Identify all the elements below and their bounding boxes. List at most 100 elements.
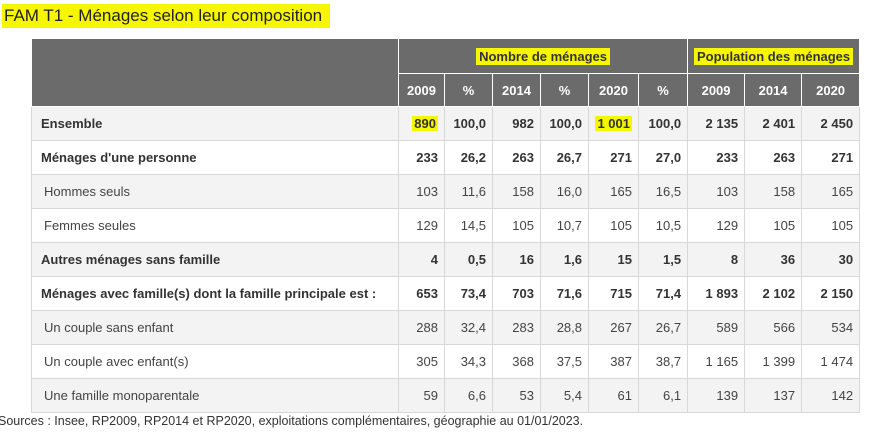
- cell: 1 893: [687, 276, 746, 311]
- row-label: Un couple avec enfant(s): [31, 344, 399, 379]
- table-row: Hommes seuls 103 11,6 158 16,0 165 16,5 …: [31, 174, 861, 209]
- col-header: %: [444, 73, 493, 107]
- cell: 715: [588, 276, 639, 311]
- header-group-population: Population des ménages: [687, 38, 861, 74]
- cell: 129: [398, 208, 445, 243]
- cell: 36: [744, 242, 803, 277]
- cell: 103: [687, 174, 746, 209]
- row-label: Autres ménages sans famille: [31, 242, 399, 277]
- cell: 1 399: [744, 344, 803, 379]
- cell: 137: [744, 378, 803, 413]
- cell: 100,0: [540, 106, 589, 141]
- col-header: %: [540, 73, 589, 107]
- cell: 233: [687, 140, 746, 175]
- cell: 2 135: [687, 106, 746, 141]
- cell: 10,7: [540, 208, 589, 243]
- cell: 158: [492, 174, 541, 209]
- cell: 129: [687, 208, 746, 243]
- cell: 10,5: [637, 208, 689, 243]
- cell: 103: [398, 174, 445, 209]
- cell: 1,5: [637, 242, 689, 277]
- cell: 11,6: [444, 174, 493, 209]
- cell: 26,7: [540, 140, 589, 175]
- col-header: 2009: [687, 73, 746, 107]
- cell: 2 401: [744, 106, 803, 141]
- cell: 387: [588, 344, 639, 379]
- row-label: Ménages avec famille(s) dont la famille …: [31, 276, 399, 311]
- cell: 5,4: [540, 378, 589, 413]
- cell: 100,0: [637, 106, 689, 141]
- cell: 73,4: [444, 276, 493, 311]
- cell: 142: [801, 378, 861, 413]
- cell: 28,8: [540, 310, 589, 345]
- row-label: Une famille monoparentale: [31, 378, 399, 413]
- cell: 30: [801, 242, 861, 277]
- cell: 263: [744, 140, 803, 175]
- col-header: %: [637, 73, 689, 107]
- cell: 71,6: [540, 276, 589, 311]
- table-row: Ensemble 890 100,0 982 100,0 1 001 100,0…: [31, 106, 861, 141]
- col-header: 2020: [801, 73, 861, 107]
- col-header: 2009: [398, 73, 445, 107]
- cell: 16: [492, 242, 541, 277]
- cell: 34,3: [444, 344, 493, 379]
- cell: 59: [398, 378, 445, 413]
- cell: 53: [492, 378, 541, 413]
- table-row: Une famille monoparentale 59 6,6 53 5,4 …: [31, 378, 861, 413]
- cell: 165: [801, 174, 861, 209]
- cell: 38,7: [637, 344, 689, 379]
- row-label: Ménages d'une personne: [31, 140, 399, 175]
- cell: 267: [588, 310, 639, 345]
- table-row: Autres ménages sans famille 4 0,5 16 1,6…: [31, 242, 861, 277]
- cell: 105: [744, 208, 803, 243]
- cell: 26,2: [444, 140, 493, 175]
- cell: 368: [492, 344, 541, 379]
- cell: 15: [588, 242, 639, 277]
- cell: 16,5: [637, 174, 689, 209]
- col-header: 2020: [588, 73, 639, 107]
- cell: 703: [492, 276, 541, 311]
- cell: 105: [588, 208, 639, 243]
- cell: 1,6: [540, 242, 589, 277]
- col-header: 2014: [492, 73, 541, 107]
- cell: 566: [744, 310, 803, 345]
- cell: 6,6: [444, 378, 493, 413]
- cell: 589: [687, 310, 746, 345]
- cell: 8: [687, 242, 746, 277]
- cell: 2 102: [744, 276, 803, 311]
- cell: 139: [687, 378, 746, 413]
- cell: 1 001: [588, 106, 639, 141]
- source-note: Sources : Insee, RP2009, RP2014 et RP202…: [0, 414, 584, 428]
- cell: 32,4: [444, 310, 493, 345]
- cell: 27,0: [637, 140, 689, 175]
- col-header: 2014: [744, 73, 803, 107]
- cell: 158: [744, 174, 803, 209]
- cell: 14,5: [444, 208, 493, 243]
- cell: 534: [801, 310, 861, 345]
- cell: 283: [492, 310, 541, 345]
- cell: 71,4: [637, 276, 689, 311]
- table-row: Un couple avec enfant(s) 305 34,3 368 37…: [31, 344, 861, 379]
- table-title: FAM T1 - Ménages selon leur composition: [2, 4, 331, 28]
- header-group-households: Nombre de ménages: [397, 38, 689, 74]
- cell: 105: [492, 208, 541, 243]
- cell: 37,5: [540, 344, 589, 379]
- header-corner: [31, 38, 399, 107]
- row-label: Un couple sans enfant: [31, 310, 399, 345]
- cell: 271: [801, 140, 861, 175]
- table-row: Un couple sans enfant 288 32,4 283 28,8 …: [31, 310, 861, 345]
- cell: 233: [398, 140, 445, 175]
- row-label: Femmes seules: [31, 208, 399, 243]
- table-row: Ménages avec famille(s) dont la famille …: [31, 276, 861, 311]
- cell: 305: [398, 344, 445, 379]
- cell: 982: [492, 106, 541, 141]
- cell: 105: [801, 208, 861, 243]
- table-row: Femmes seules 129 14,5 105 10,7 105 10,5…: [31, 208, 861, 243]
- cell: 271: [588, 140, 639, 175]
- cell: 100,0: [444, 106, 493, 141]
- cell: 0,5: [444, 242, 493, 277]
- table-row: Ménages d'une personne 233 26,2 263 26,7…: [31, 140, 861, 175]
- cell: 288: [398, 310, 445, 345]
- households-table: Nombre de ménages Population des ménages…: [31, 38, 861, 413]
- cell: 61: [588, 378, 639, 413]
